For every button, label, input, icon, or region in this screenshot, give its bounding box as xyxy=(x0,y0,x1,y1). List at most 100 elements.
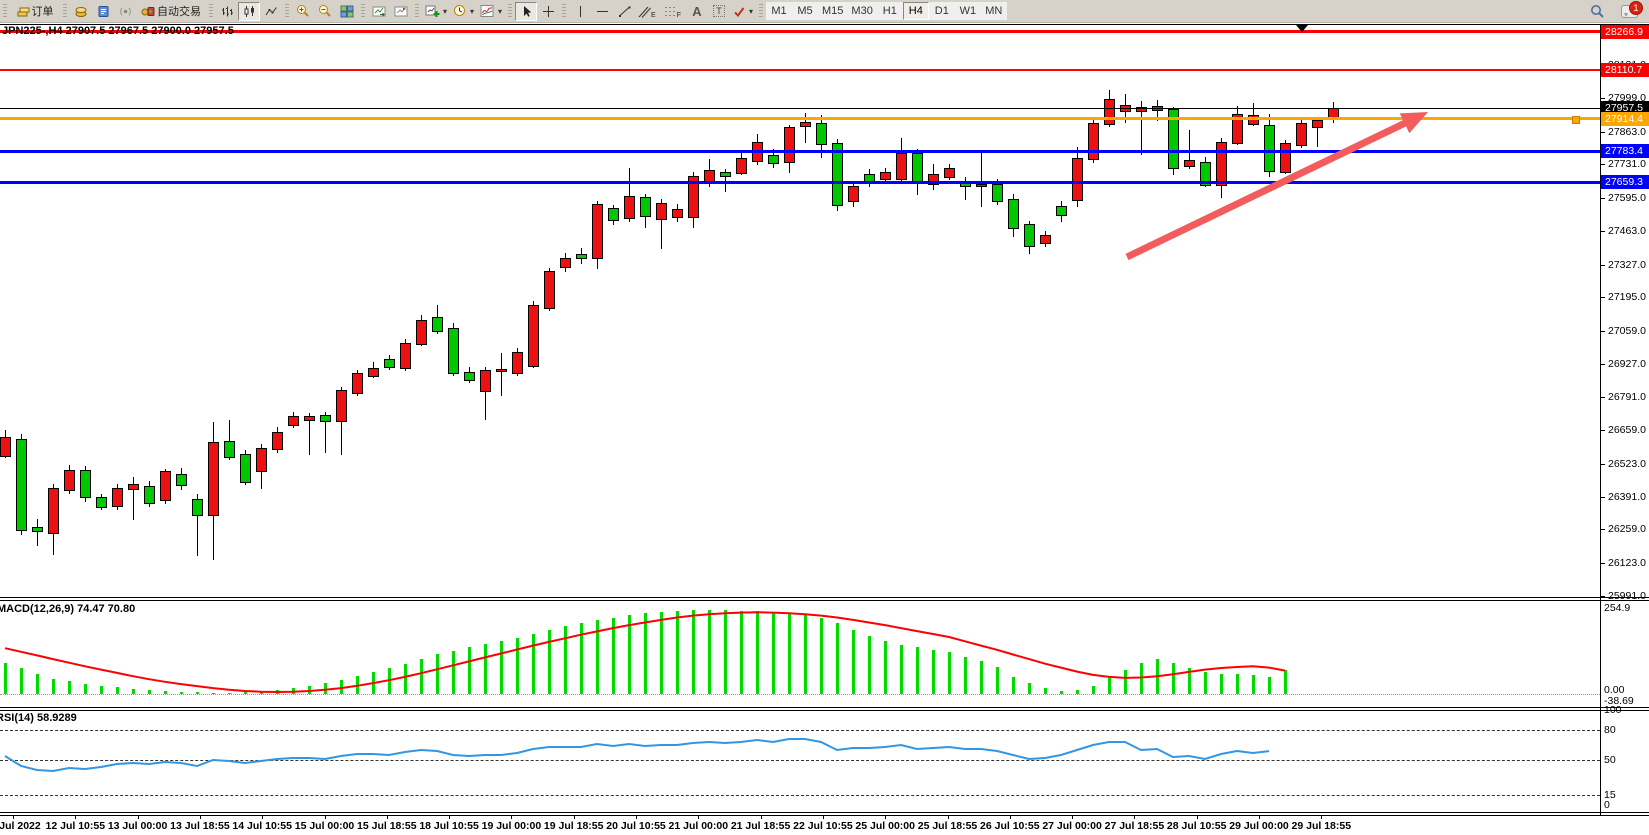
candle-wick xyxy=(981,151,982,208)
orange-line-handle[interactable] xyxy=(1572,116,1580,124)
candle-body xyxy=(1040,234,1051,244)
price-level-badge: 28266.9 xyxy=(1601,24,1649,39)
arrows-button[interactable]: ▾ xyxy=(730,2,756,21)
macd-histogram-bar xyxy=(980,661,983,694)
candle-wick xyxy=(965,176,966,200)
last-bar-marker-icon[interactable] xyxy=(1296,25,1308,32)
market-watch-button[interactable] xyxy=(70,2,92,21)
timeframe-D1[interactable]: D1 xyxy=(928,2,955,20)
autotrading-button[interactable]: 自动交易 xyxy=(136,2,206,21)
trendline-button[interactable] xyxy=(613,2,635,21)
price-tick-mark xyxy=(1600,529,1605,531)
trendline-icon xyxy=(618,5,631,18)
equidistant-channel-button[interactable]: E xyxy=(635,2,661,21)
data-window-button[interactable] xyxy=(92,2,114,21)
macd-pane[interactable] xyxy=(0,601,1600,707)
macd-histogram-bar xyxy=(148,690,151,694)
horizontal-line-button[interactable] xyxy=(591,2,613,21)
timeframe-H4[interactable]: H4 xyxy=(902,2,929,20)
price-tick-mark xyxy=(1600,463,1605,465)
text-button[interactable]: A xyxy=(686,2,708,21)
time-tick-label: 15 Jul 18:55 xyxy=(357,820,417,832)
new-chart-button[interactable]: ▾ xyxy=(422,2,450,21)
price-tick-mark xyxy=(1600,164,1605,166)
crosshair-icon xyxy=(542,5,555,18)
horizontal-level-line[interactable] xyxy=(0,30,1600,34)
candle-body xyxy=(624,196,635,220)
candle-body xyxy=(1088,122,1099,160)
timeframe-M1[interactable]: M1 xyxy=(766,2,793,20)
rsi-axis-label: 15 xyxy=(1604,789,1616,801)
horizontal-level-line[interactable] xyxy=(0,107,1600,109)
zoom-in-button[interactable] xyxy=(292,2,314,21)
timeframe-M5[interactable]: M5 xyxy=(792,2,819,20)
horizontal-level-line[interactable] xyxy=(0,69,1600,72)
candle-body xyxy=(912,153,923,183)
bar-chart-button[interactable] xyxy=(216,2,238,21)
macd-histogram-bar xyxy=(132,688,135,694)
search-button[interactable] xyxy=(1586,2,1608,21)
macd-indicator-label: MACD(12,26,9) 74.47 70.80 xyxy=(0,603,136,615)
price-tick-label: 26659.0 xyxy=(1608,424,1646,437)
chart-shift-button[interactable] xyxy=(390,2,412,21)
macd-histogram-bar xyxy=(1060,691,1063,694)
horizontal-level-line[interactable] xyxy=(0,180,1600,184)
macd-histogram-bar xyxy=(436,654,439,694)
price-tick-label: 27731.0 xyxy=(1608,158,1646,171)
vertical-line-button[interactable] xyxy=(569,2,591,21)
time-tick-mark xyxy=(698,815,700,819)
rsi-pane[interactable] xyxy=(0,711,1600,812)
new-order-button[interactable]: 订单 xyxy=(10,2,60,21)
price-tick-label: 26259.0 xyxy=(1608,523,1646,536)
macd-histogram-bar xyxy=(1284,669,1287,694)
candle-body xyxy=(352,373,363,395)
timeframe-M15[interactable]: M15 xyxy=(818,2,848,20)
text-label-button[interactable]: T xyxy=(708,2,730,21)
text-tool-label: A xyxy=(692,3,702,19)
channel-tag-label: E xyxy=(651,11,656,19)
macd-histogram-bar xyxy=(324,683,327,694)
cursor-button[interactable] xyxy=(515,1,538,21)
auto-scroll-button[interactable] xyxy=(368,2,390,21)
crosshair-button[interactable] xyxy=(537,2,559,21)
timeframe-W1[interactable]: W1 xyxy=(954,2,981,20)
candle-body xyxy=(720,172,731,178)
candle-wick xyxy=(133,476,134,521)
timeframe-M30[interactable]: M30 xyxy=(847,2,877,20)
macd-histogram-bar xyxy=(756,611,759,694)
macd-histogram-bar xyxy=(708,609,711,694)
macd-histogram-bar xyxy=(1252,674,1255,694)
zoom-in-icon xyxy=(296,4,310,18)
fibonacci-button[interactable]: F xyxy=(661,2,686,21)
macd-histogram-bar xyxy=(452,650,455,694)
time-tick-mark xyxy=(1009,815,1011,819)
candle-body xyxy=(1024,224,1035,247)
candlestick-chart-button[interactable] xyxy=(238,1,260,21)
signals-button[interactable] xyxy=(114,2,136,21)
periods-button[interactable]: ▾ xyxy=(450,2,477,21)
time-tick-mark xyxy=(75,815,77,819)
indicators-button[interactable]: ▾ xyxy=(477,2,505,21)
tile-windows-button[interactable] xyxy=(336,2,358,21)
timeframe-MN[interactable]: MN xyxy=(980,2,1007,20)
time-tick-label: 29 Jul 18:55 xyxy=(1291,820,1352,832)
time-tick-label: 19 Jul 00:00 xyxy=(481,820,542,832)
horizontal-level-line[interactable] xyxy=(0,149,1600,153)
chat-button[interactable]: 1 xyxy=(1618,0,1643,21)
horizontal-level-line[interactable] xyxy=(0,117,1600,121)
macd-axis-label: 254.9 xyxy=(1604,602,1631,614)
zoom-out-button[interactable] xyxy=(314,2,336,21)
line-chart-button[interactable] xyxy=(260,2,282,21)
timeframe-H1[interactable]: H1 xyxy=(876,2,903,20)
time-tick-label: 19 Jul 18:55 xyxy=(543,820,604,832)
text-label-tool-label: T xyxy=(713,5,725,17)
candle-body xyxy=(224,441,235,459)
cursor-icon xyxy=(520,5,533,18)
zoom-out-icon xyxy=(318,4,332,18)
price-tick-label: 26123.0 xyxy=(1608,557,1646,569)
price-tick-mark xyxy=(1600,363,1605,365)
toolbar-grip xyxy=(508,3,513,19)
time-tick-label: 13 Jul 18:55 xyxy=(170,820,230,832)
candle-body xyxy=(16,439,27,531)
main-chart-pane[interactable] xyxy=(0,25,1600,597)
